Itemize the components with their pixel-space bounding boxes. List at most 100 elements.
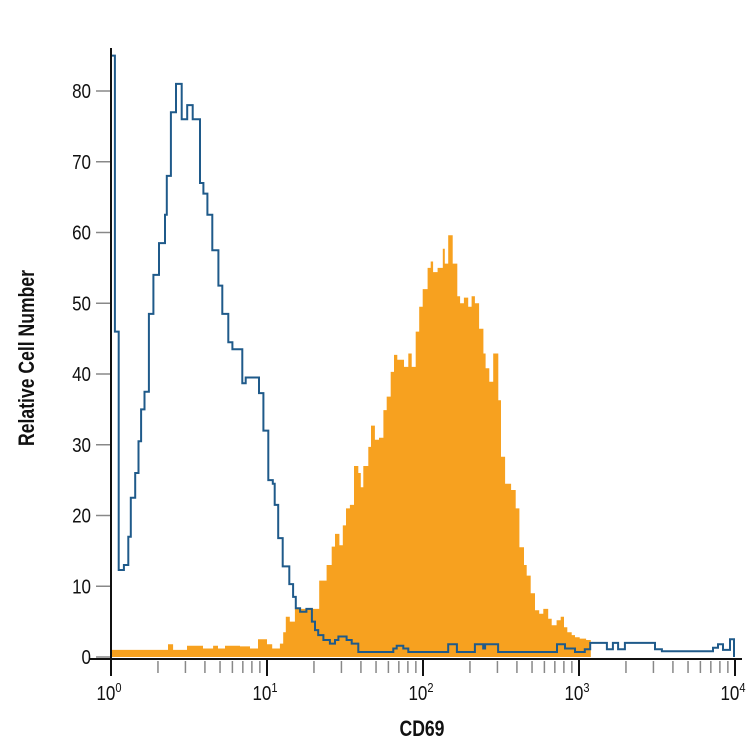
histogram-bin — [318, 635, 323, 657]
histogram-bin — [498, 652, 557, 657]
histogram-bin — [138, 441, 141, 657]
histogram-bin — [203, 194, 207, 657]
histogram-bin — [607, 649, 613, 657]
x-tick-base: 10 — [408, 682, 427, 705]
histogram-bin — [397, 646, 404, 657]
histogram-bin — [535, 610, 539, 657]
histogram-bin — [539, 614, 543, 657]
histogram-bin — [457, 296, 460, 657]
histogram-bin — [361, 487, 364, 657]
histogram-bin — [176, 84, 182, 657]
x-tick-label: 104 — [720, 680, 745, 704]
histogram-bin — [145, 392, 149, 657]
histogram-bin — [232, 349, 242, 657]
histogram-bin — [323, 640, 329, 657]
y-tick-label: 70 — [72, 150, 91, 173]
x-tick-exponent: 0 — [115, 680, 121, 695]
histogram-bin — [346, 508, 350, 657]
histogram-bin — [363, 466, 368, 657]
x-tick-label: 102 — [408, 680, 433, 704]
histogram-bin — [193, 119, 200, 657]
histogram-bin — [268, 480, 272, 657]
histogram-bin — [613, 643, 618, 657]
histogram-bin — [165, 215, 167, 657]
histogram-bin — [457, 652, 475, 657]
x-tick-base: 10 — [252, 682, 271, 705]
histogram-bin — [115, 332, 119, 657]
x-tick-label: 100 — [96, 680, 121, 704]
histogram-bin — [498, 400, 501, 657]
histogram-bin — [171, 112, 176, 657]
histogram-bin — [423, 289, 428, 657]
histogram-bin — [131, 498, 135, 657]
histogram-bin — [393, 649, 396, 657]
x-tick-exponent: 1 — [271, 680, 277, 695]
histogram-bin — [391, 372, 394, 657]
histogram-bin — [483, 353, 485, 657]
histogram-bin — [416, 332, 420, 657]
histogram-bin — [483, 649, 485, 657]
x-tick-base: 10 — [564, 682, 583, 705]
histogram-bin — [431, 262, 433, 657]
histogram-bin — [383, 410, 386, 657]
histogram-bin — [278, 538, 282, 657]
histogram-bin — [306, 609, 311, 657]
histogram-bin — [565, 649, 575, 657]
histogram-bin — [625, 643, 655, 657]
histogram-bin — [259, 393, 263, 657]
histogram-bin — [352, 644, 359, 657]
histogram-bin — [330, 644, 335, 657]
histogram-bin — [524, 565, 527, 657]
histogram-bin — [182, 119, 187, 657]
histogram-bin — [242, 383, 245, 657]
y-tick-label: 40 — [72, 363, 91, 386]
histogram-bin — [485, 644, 498, 657]
axes-layer — [90, 48, 742, 660]
histogram-bin — [347, 640, 352, 657]
histogram-bin — [445, 264, 448, 657]
histogram-bin — [222, 314, 228, 657]
x-tick-exponent: 2 — [427, 680, 433, 695]
histogram-bin — [618, 649, 625, 657]
y-axis-title: Relative Cell Number — [15, 270, 39, 446]
histogram-bin — [475, 303, 479, 657]
histogram-bin — [228, 342, 232, 657]
histogram-bin — [557, 644, 565, 657]
histogram-bin — [531, 593, 535, 657]
histogram-bin — [723, 650, 730, 657]
histogram-bin — [371, 426, 375, 657]
histogram-bin — [375, 440, 379, 657]
histogram-bin — [263, 431, 268, 657]
histogram-bin — [394, 355, 397, 657]
histogram-bin — [124, 565, 128, 657]
histogram-bin — [575, 652, 585, 657]
histogram-bin — [448, 235, 453, 657]
histogram-bin — [475, 644, 483, 657]
y-tick-label: 30 — [72, 433, 91, 456]
histogram-bin — [273, 484, 275, 657]
histogram-bin — [275, 505, 279, 657]
histogram-bin — [128, 537, 131, 657]
histogram-bin — [585, 649, 590, 657]
histogram-bin — [315, 630, 318, 657]
histogram-bin — [159, 243, 165, 657]
y-tick-label: 0 — [82, 646, 91, 669]
histogram-bin — [246, 378, 259, 657]
histogram-bin — [368, 447, 371, 657]
histogram-bin — [516, 508, 520, 657]
histogram-bin — [486, 368, 490, 657]
y-tick-label: 60 — [72, 221, 91, 244]
histogram-bin — [501, 457, 505, 657]
histogram-bin — [404, 367, 408, 657]
x-axis-title: CD69 — [400, 717, 445, 741]
x-tick-exponent: 3 — [583, 680, 589, 695]
histogram-filled-series — [111, 235, 591, 658]
histogram-bin — [135, 473, 138, 657]
histogram-bin — [468, 307, 471, 657]
histogram-bin — [300, 612, 306, 657]
histogram-bin — [718, 644, 723, 657]
histogram-bin — [493, 353, 498, 657]
histogram-bin — [212, 250, 218, 657]
